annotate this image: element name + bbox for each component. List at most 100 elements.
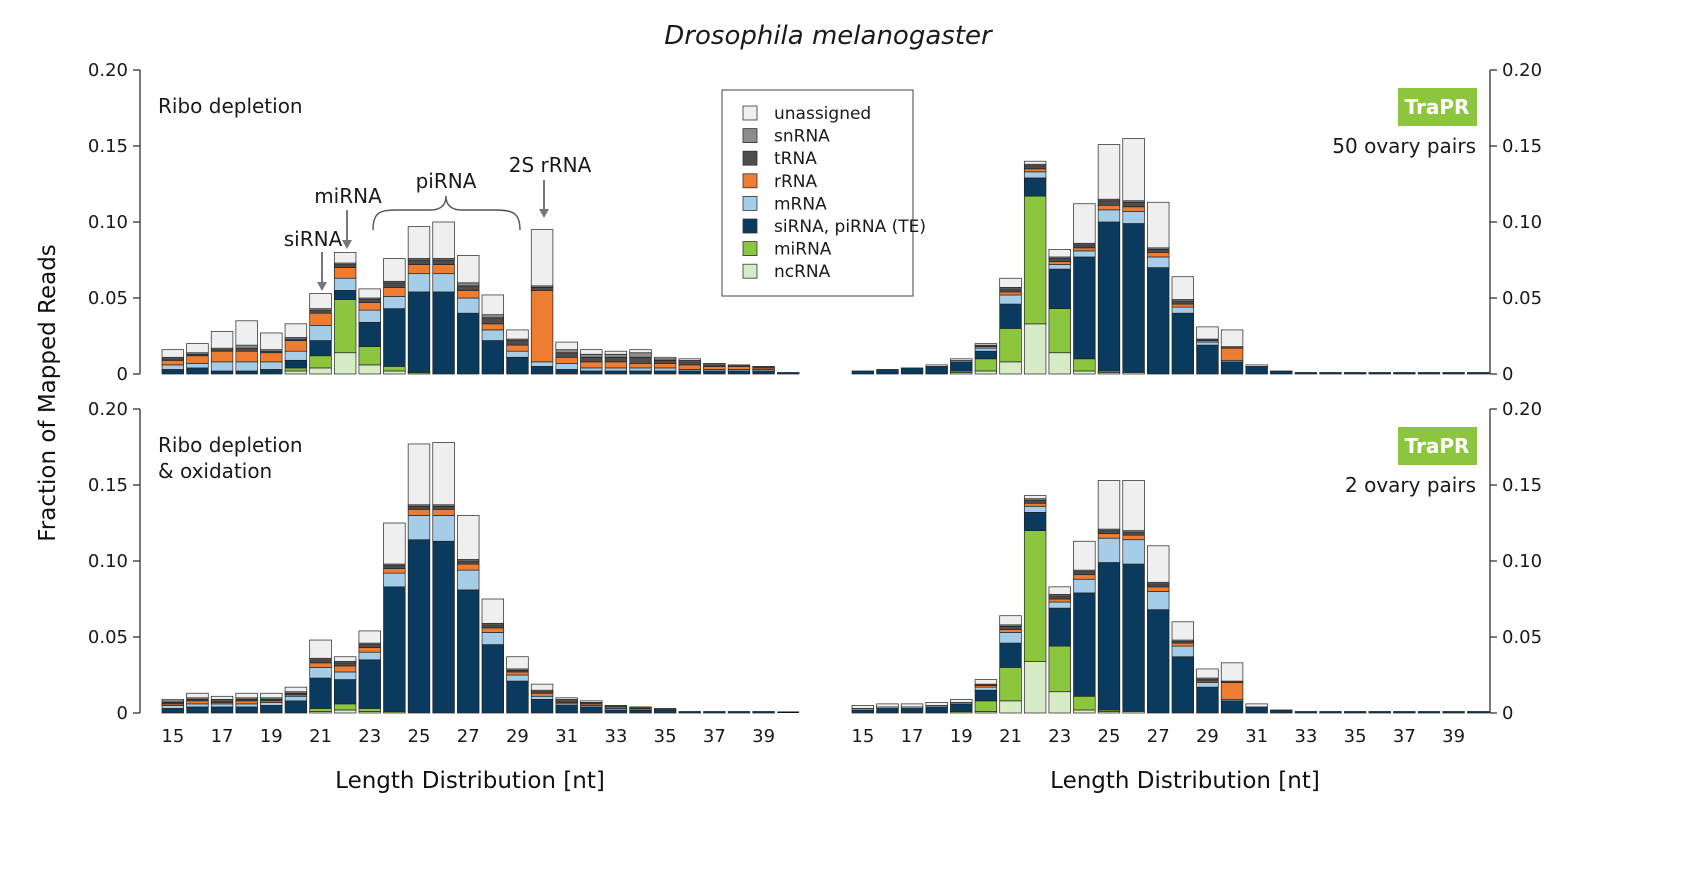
bar-segment-sirna-pirna-te- xyxy=(235,706,258,714)
bar-segment-unassigned xyxy=(555,341,578,351)
panels: 0 0.05 0.10 0.15 0.20 Ribo depletion 0 0.05 0.10… xyxy=(88,60,1542,747)
bar-segment-rrna xyxy=(210,350,234,363)
bar-stack-26 xyxy=(432,221,455,375)
bar-segment-sirna-pirna-te- xyxy=(555,705,578,714)
bar-segment-sirna-pirna-te- xyxy=(358,321,381,347)
bar-segment-sirna-pirna-te- xyxy=(950,361,973,372)
bar-stack-16 xyxy=(876,703,899,714)
bar-stack-32 xyxy=(580,349,603,375)
bar-stack-37 xyxy=(1393,372,1416,375)
bar-segment-sirna-pirna-te- xyxy=(333,679,357,705)
bar-stack-25 xyxy=(407,226,431,375)
bar-segment-mrna xyxy=(235,703,258,708)
bar-segment-mrna xyxy=(1122,539,1145,565)
bar-segment-trna xyxy=(604,356,628,363)
bar-segment-rrna xyxy=(1171,642,1195,647)
annotation-sirna: siRNA xyxy=(284,227,343,251)
bar-segment-trna xyxy=(1073,244,1096,249)
bar-segment-rrna xyxy=(260,352,283,363)
bar-stack-23 xyxy=(358,630,381,714)
bar-segment-mrna xyxy=(358,309,381,323)
bar-stack-30 xyxy=(1220,329,1244,375)
bar-stack-24 xyxy=(1073,203,1096,375)
bar-segment-rrna xyxy=(186,700,209,705)
bar-segment-mirna xyxy=(1048,308,1071,354)
bar-segment-unassigned xyxy=(1023,495,1047,500)
bar-segment-sirna-pirna-te- xyxy=(950,703,973,712)
bar-stack-20 xyxy=(284,323,308,375)
bar-segment-sirna-pirna-te- xyxy=(1442,711,1465,714)
bar-segment-sirna-pirna-te- xyxy=(1023,177,1047,197)
y-tick-label: 0.10 xyxy=(1502,551,1542,572)
bar-stack-17 xyxy=(900,703,924,714)
bar-segment-sirna-pirna-te- xyxy=(161,369,185,375)
bar-stack-20 xyxy=(284,686,308,714)
bar-segment-rrna xyxy=(1097,533,1121,539)
bar-segment-rrna xyxy=(1073,247,1096,252)
bar-segment-trna xyxy=(1073,571,1096,576)
bar-segment-sirna-pirna-te- xyxy=(1171,312,1195,375)
bar-segment-mrna xyxy=(481,632,505,645)
bar-segment-ncrna xyxy=(999,361,1022,375)
bar-segment-sirna-pirna-te- xyxy=(653,709,677,714)
bar-segment-mrna xyxy=(358,651,381,661)
bar-segment-rrna xyxy=(999,629,1022,633)
bar-segment-mirna xyxy=(358,708,381,712)
bar-segment-mrna xyxy=(1023,505,1047,513)
bar-segment-sirna-pirna-te- xyxy=(678,711,701,714)
legend-item: siRNA, piRNA (TE) xyxy=(742,217,926,237)
bar-segment-sirna-pirna-te- xyxy=(186,706,209,714)
bar-stack-29 xyxy=(1196,668,1219,714)
annotations: siRNA miRNA piRNA 2S rRNA xyxy=(284,153,592,291)
bar-segment-unassigned xyxy=(629,349,652,354)
bar-stack-22 xyxy=(1023,495,1047,714)
bar-segment-trna xyxy=(407,505,431,510)
bar-segment-mrna xyxy=(1147,256,1170,268)
bar-segment-unassigned xyxy=(383,522,406,565)
bar-segment-snrna xyxy=(703,363,726,366)
legend-item: miRNA xyxy=(742,240,832,260)
bar-segment-rrna xyxy=(1220,682,1244,700)
bar-segment-mrna xyxy=(530,361,554,367)
bar-segment-rrna xyxy=(186,355,209,364)
bar-stack-32 xyxy=(580,700,603,714)
bar-segment-sirna-pirna-te- xyxy=(580,706,603,714)
bar-segment-snrna xyxy=(457,282,480,287)
bar-segment-snrna xyxy=(235,344,258,349)
bar-segment-sirna-pirna-te- xyxy=(260,705,283,714)
bar-stack-21 xyxy=(999,277,1022,375)
bar-stack-16 xyxy=(186,692,209,714)
bar-segment-sirna-pirna-te- xyxy=(1245,366,1268,375)
bar-segment-sirna-pirna-te- xyxy=(1368,372,1391,375)
bar-segment-unassigned xyxy=(432,221,455,259)
bar-stack-38 xyxy=(1417,711,1441,714)
bar-segment-unassigned xyxy=(333,656,357,662)
bar-segment-sirna-pirna-te- xyxy=(210,370,234,375)
bar-segment-rrna xyxy=(580,361,603,369)
bar-stack-16 xyxy=(186,343,209,375)
x-tick-label: 27 xyxy=(457,726,480,747)
bar-segment-mrna xyxy=(1196,682,1219,688)
bar-segment-trna xyxy=(432,259,455,265)
x-tick-label: 15 xyxy=(161,726,184,747)
bar-segment-rrna xyxy=(530,692,554,697)
bar-segment-trna xyxy=(309,309,332,314)
y-tick-label: 0.05 xyxy=(1502,627,1542,648)
bar-segment-sirna-pirna-te- xyxy=(1393,372,1416,375)
bar-segment-unassigned xyxy=(186,343,209,354)
y-axis-label: Fraction of Mapped Reads xyxy=(35,244,61,542)
bar-segment-mrna xyxy=(309,667,332,679)
bar-segment-trna xyxy=(1171,300,1195,305)
bar-segment-mrna xyxy=(653,367,677,372)
bar-stack-23 xyxy=(1048,249,1071,375)
bar-segment-sirna-pirna-te- xyxy=(1319,372,1342,375)
bar-segment-ncrna xyxy=(333,709,357,714)
bar-stack-19 xyxy=(950,698,973,714)
legend-swatch xyxy=(742,173,758,189)
bar-segment-unassigned xyxy=(1220,329,1244,347)
legend-label: miRNA xyxy=(774,240,832,260)
bar-stack-22 xyxy=(1023,160,1047,375)
bar-segment-sirna-pirna-te- xyxy=(974,689,998,702)
bar-segment-sirna-pirna-te- xyxy=(876,708,899,714)
bar-segment-unassigned xyxy=(309,639,332,659)
